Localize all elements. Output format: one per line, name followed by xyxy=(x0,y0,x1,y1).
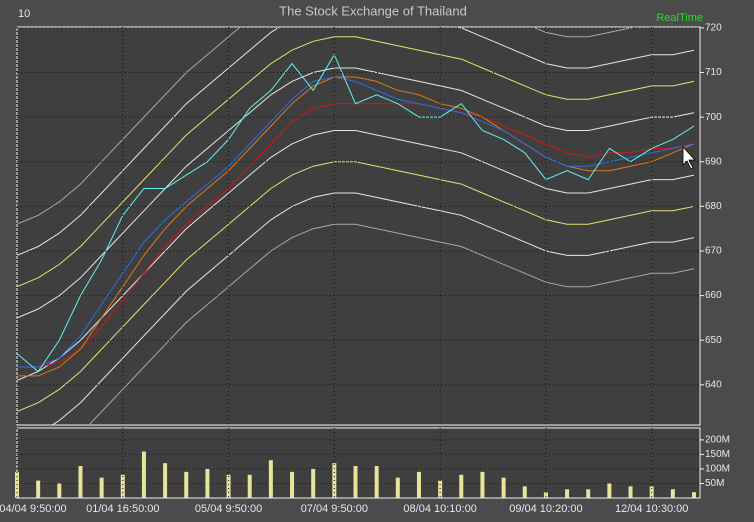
volume-bar xyxy=(290,471,295,498)
volume-bar xyxy=(522,486,527,498)
volume-bar xyxy=(565,489,570,498)
volume-bar xyxy=(120,474,125,498)
y-tick-label: 200M xyxy=(705,435,730,446)
y-tick-label: 660 xyxy=(705,290,722,301)
volume-bar xyxy=(205,468,210,498)
y-tick-label: 680 xyxy=(705,201,722,212)
y-tick-label: 690 xyxy=(705,156,722,167)
volume-bar xyxy=(438,480,443,498)
x-tick-label: 08/04 10:10:00 xyxy=(403,503,476,515)
volume-bar xyxy=(36,480,41,498)
price-plot xyxy=(16,26,701,426)
volume-bar xyxy=(692,492,696,498)
volume-bar xyxy=(311,468,316,498)
x-tick-label: 07/04 9:50:00 xyxy=(301,503,368,515)
volume-bar xyxy=(501,477,506,498)
y-tick-label: 150M xyxy=(705,449,730,460)
series-line xyxy=(88,223,695,425)
x-tick-label: 01/04 16:50:00 xyxy=(86,503,159,515)
volume-bar xyxy=(268,460,273,498)
volume-bar xyxy=(586,489,591,498)
series-line xyxy=(17,130,695,381)
y-tick-label: 100M xyxy=(705,464,730,475)
series-line xyxy=(17,36,695,288)
volume-bar xyxy=(247,474,252,498)
volume-bar xyxy=(184,471,189,498)
volume-bar xyxy=(459,474,464,498)
series-line xyxy=(17,27,695,256)
y-tick-label: 50M xyxy=(705,478,724,489)
volume-bar xyxy=(480,471,485,498)
chart-title: The Stock Exchange of Thailand xyxy=(279,3,467,18)
volume-bar xyxy=(628,486,633,498)
cursor xyxy=(682,145,696,170)
status: RealTime xyxy=(656,12,703,24)
x-tick-label: 12/04 10:30:00 xyxy=(615,503,688,515)
volume-plot xyxy=(16,427,701,499)
series-line xyxy=(17,67,695,319)
volume-bar xyxy=(374,466,379,498)
y-tick-label: 650 xyxy=(705,335,722,346)
volume-bar xyxy=(99,477,104,498)
y-tick-label: 640 xyxy=(705,379,722,390)
y-tick-label: 710 xyxy=(705,67,722,78)
x-tick-label: 04/04 9:50:00 xyxy=(0,503,67,515)
volume-bar xyxy=(353,466,358,498)
volume-bar xyxy=(543,492,548,498)
volume-bar xyxy=(57,483,62,498)
volume-bar xyxy=(141,451,146,498)
series-line xyxy=(51,192,695,425)
x-tick-label: 05/04 9:50:00 xyxy=(195,503,262,515)
price-lines xyxy=(17,27,695,425)
volume-bar xyxy=(607,483,612,498)
volume-bar xyxy=(226,474,231,498)
series-line xyxy=(17,76,695,377)
y-tick-label: 700 xyxy=(705,112,722,123)
series-line xyxy=(17,76,695,368)
volume-bar xyxy=(416,471,421,498)
x-tick-label: 09/04 10:20:00 xyxy=(509,503,582,515)
volume-bar xyxy=(670,489,675,498)
series-line xyxy=(17,161,695,413)
y-tick-label: 720 xyxy=(705,23,722,34)
corner-label: 10 xyxy=(18,8,30,20)
volume-bar xyxy=(78,466,83,498)
volume-bar xyxy=(395,477,400,498)
y-tick-label: 670 xyxy=(705,246,722,257)
series-line xyxy=(17,27,638,225)
volume-bar xyxy=(163,463,168,498)
